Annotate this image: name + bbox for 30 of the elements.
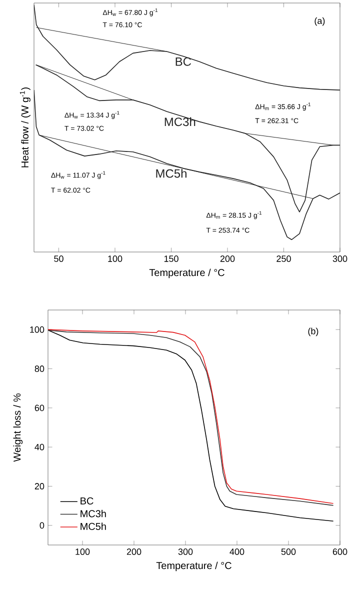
x-tick-label: 300 — [332, 256, 348, 262]
series-label: MC3h — [164, 117, 196, 126]
x-tick-label: 100 — [108, 256, 122, 262]
x-axis-title: Temperature / °C — [149, 268, 224, 278]
y-axis-title: Heat flow / (W g$^{-1}$) — [20, 88, 30, 168]
x-tick-label: 50 — [54, 256, 64, 262]
x-tick-label: 500 — [281, 548, 296, 555]
series-label: BC — [176, 57, 192, 66]
x-tick-label: 200 — [220, 256, 235, 262]
annotation: (a) — [314, 17, 325, 26]
y-tick-label: 60 — [34, 404, 44, 412]
x-tick-label: 200 — [126, 548, 142, 555]
x-tick-label: 250 — [276, 256, 291, 262]
legend-label: MC3h — [80, 510, 106, 518]
series-label: MC5h — [156, 168, 186, 178]
y-axis-title: Weight loss / % — [13, 393, 23, 462]
y-tick-label: 40 — [34, 444, 44, 450]
y-tick-label: 0 — [40, 522, 44, 529]
x-tick-label: 300 — [178, 548, 193, 555]
y-tick-label: 100 — [30, 326, 44, 333]
legend-label: BC — [80, 497, 94, 504]
y-tick-label: 20 — [34, 483, 44, 490]
annotation: (b) — [308, 328, 318, 336]
y-tick-label: 80 — [34, 366, 44, 372]
x-axis-title: Temperature / °C — [156, 562, 232, 572]
x-tick-label: 100 — [76, 548, 90, 555]
legend-label: MC5h — [80, 522, 106, 530]
x-tick-label: 600 — [332, 548, 348, 555]
x-tick-label: 150 — [164, 256, 178, 262]
x-tick-label: 400 — [230, 548, 244, 555]
